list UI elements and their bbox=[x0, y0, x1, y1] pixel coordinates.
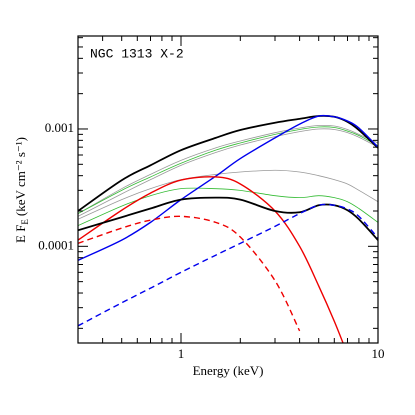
y-label-main: E F bbox=[13, 225, 28, 243]
model-curve bbox=[78, 196, 378, 241]
y-tick-label: 0.0001 bbox=[38, 237, 74, 252]
model-curve bbox=[78, 203, 378, 327]
model-curve bbox=[78, 169, 378, 220]
y-label-sub: E bbox=[20, 219, 30, 225]
model-curve bbox=[78, 187, 378, 227]
x-axis-label: Energy (keV) bbox=[193, 363, 264, 378]
y-label-unit: (keV cm⁻² s⁻¹) bbox=[13, 137, 28, 216]
x-tick-label: 1 bbox=[178, 346, 185, 361]
model-curve bbox=[78, 176, 344, 343]
plot-frame bbox=[77, 35, 379, 344]
model-curve bbox=[78, 126, 378, 214]
x-tick-label: 10 bbox=[372, 346, 385, 361]
annotation: NGC 1313 X-2 bbox=[90, 46, 184, 61]
model-curve bbox=[78, 124, 378, 214]
model-curve bbox=[78, 215, 301, 332]
y-axis-label: E FE (keV cm⁻² s⁻¹) bbox=[13, 137, 30, 243]
y-tick-label: 0.001 bbox=[45, 120, 74, 135]
model-curve bbox=[78, 114, 378, 261]
model-curve bbox=[78, 128, 378, 217]
plot-area bbox=[78, 114, 378, 343]
model-curve bbox=[78, 114, 378, 212]
